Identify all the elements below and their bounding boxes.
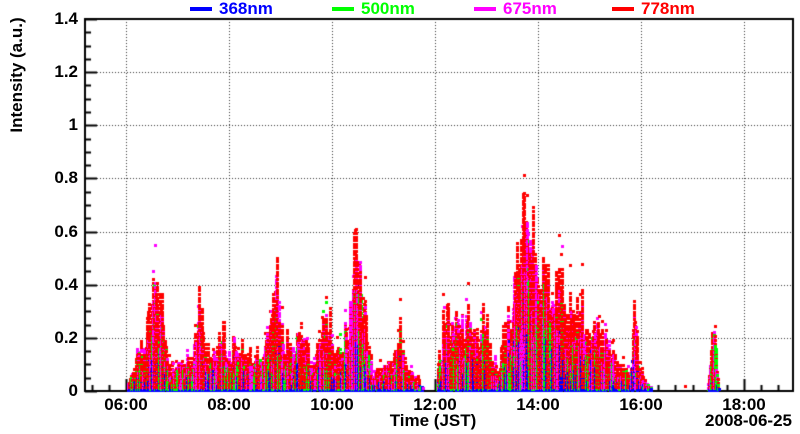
x-tick-label: 16:00 — [619, 395, 663, 414]
x-tick-label: 14:00 — [516, 395, 560, 414]
legend-dash-675nm-icon — [474, 7, 496, 11]
legend-item-368nm: 368nm — [190, 0, 273, 18]
legend-label-368nm: 368nm — [219, 0, 273, 18]
legend-label-500nm: 500nm — [361, 0, 415, 18]
legend-dash-778nm-icon — [612, 7, 634, 11]
legend-item-778nm: 778nm — [612, 0, 695, 18]
date-label: 2008-06-25 — [705, 411, 792, 430]
x-axis-title: Time (JST) — [389, 411, 477, 430]
x-tick-label: 06:00 — [104, 395, 148, 414]
y-tick-label: 1 — [68, 115, 78, 135]
y-tick-label: 0.4 — [54, 274, 78, 294]
legend-dash-500nm-icon — [332, 7, 354, 11]
y-tick-label: 1.2 — [54, 62, 78, 82]
y-tick-label: 0.8 — [54, 168, 78, 188]
x-tick-label: 10:00 — [310, 395, 354, 414]
x-tick-label: 18:00 — [722, 395, 766, 414]
y-tick-label: 0.6 — [54, 221, 78, 241]
legend-label-778nm: 778nm — [641, 0, 695, 18]
legend-dash-368nm-icon — [190, 7, 212, 11]
y-tick-label: 0.2 — [54, 327, 78, 347]
y-tick-label: 1.4 — [54, 9, 78, 28]
legend-item-500nm: 500nm — [332, 0, 415, 18]
legend: 368nm 500nm 675nm 778nm — [0, 0, 800, 18]
legend-label-675nm: 675nm — [503, 0, 557, 18]
x-tick-label: 08:00 — [207, 395, 251, 414]
legend-item-675nm: 675nm — [474, 0, 557, 18]
x-tick-label: 12:00 — [413, 395, 457, 414]
y-tick-label: 0 — [68, 381, 78, 400]
